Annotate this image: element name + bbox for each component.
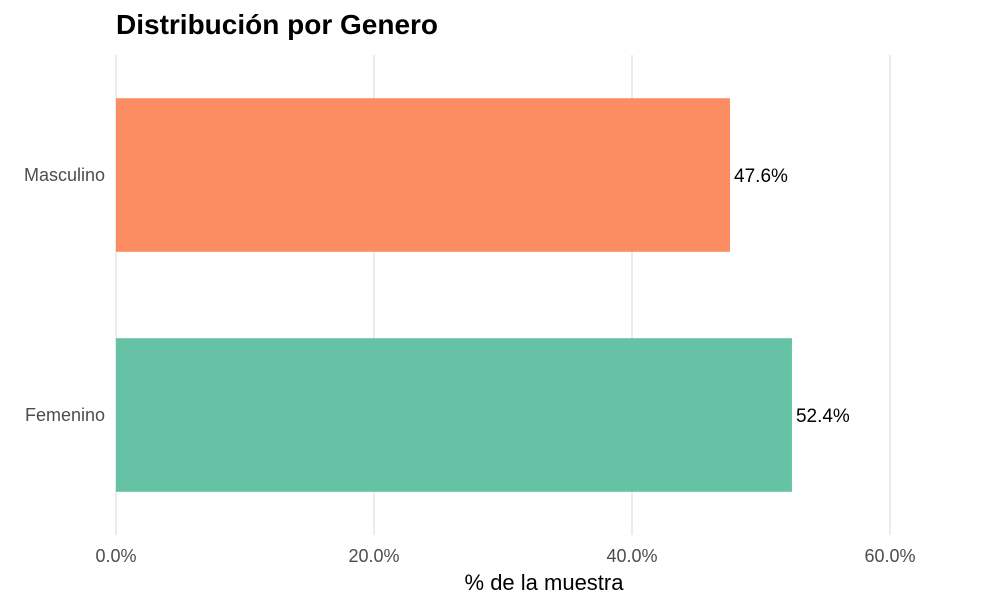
y-tick-label: Femenino <box>25 405 105 425</box>
chart-title: Distribución por Genero <box>116 9 438 40</box>
x-axis: 0.0% 20.0% 40.0% 60.0% <box>95 546 915 566</box>
x-tick-label: 20.0% <box>348 546 399 566</box>
data-label: 52.4% <box>796 406 850 427</box>
x-tick-label: 40.0% <box>606 546 657 566</box>
x-tick-label: 60.0% <box>864 546 915 566</box>
y-tick-label: Masculino <box>24 165 105 185</box>
x-axis-title: % de la muestra <box>465 570 625 595</box>
data-label: 47.6% <box>734 166 788 187</box>
y-axis: Femenino Masculino <box>24 165 105 425</box>
bar-masculino <box>116 98 731 252</box>
x-tick-label: 0.0% <box>95 546 136 566</box>
label-layer: 52.4% 47.6% <box>734 166 850 427</box>
bar-femenino <box>116 338 792 492</box>
bar-layer <box>116 98 792 492</box>
